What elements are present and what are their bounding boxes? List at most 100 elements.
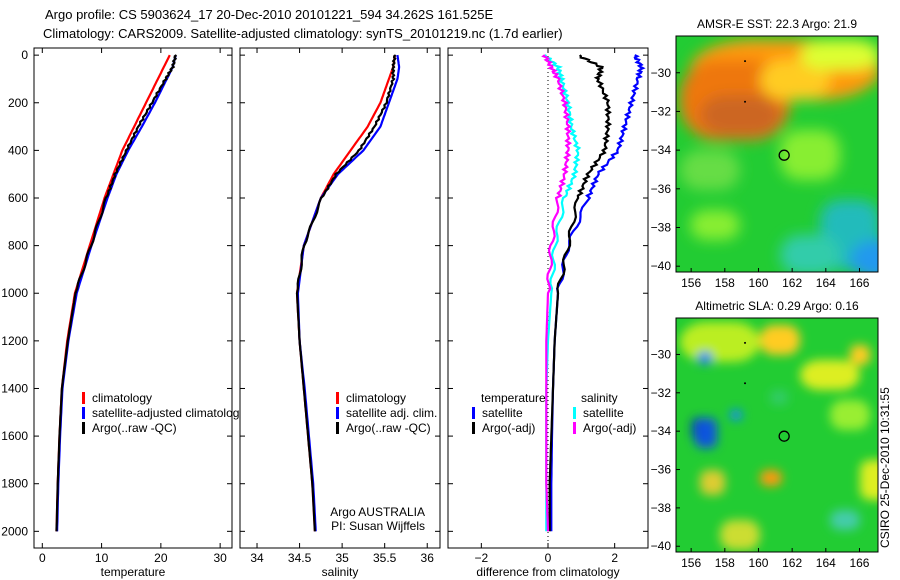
map-title: Altimetric SLA: 0.29 Argo: 0.16	[695, 299, 859, 313]
x-tick-label: 35	[335, 551, 349, 565]
legend-label: climatology	[92, 391, 152, 405]
heatmap-patch	[680, 322, 760, 362]
y-tick-label: 600	[8, 191, 28, 205]
legend-swatch	[573, 407, 576, 419]
y-tick-label: 1000	[1, 286, 28, 300]
x-tick-label: −2	[474, 551, 488, 565]
x-tick-label: 34	[250, 551, 264, 565]
map-frame	[675, 35, 879, 273]
x-tick-label: 30	[213, 551, 227, 565]
x-tick-label: 164	[816, 556, 836, 570]
legend-swatch	[472, 407, 475, 419]
x-axis-label: salinity	[322, 565, 359, 579]
heatmap-patch	[830, 510, 860, 530]
y-tick-label: −34	[651, 424, 672, 438]
legend-swatch	[336, 392, 339, 404]
heatmap-blobs	[680, 322, 878, 550]
y-tick-label: 1400	[1, 381, 28, 395]
y-tick-label: 1600	[1, 429, 28, 443]
x-tick-label: 36	[421, 551, 435, 565]
sst-map: AMSR-E SST: 22.3 Argo: 21.9 156 158 160 162 1…	[651, 17, 879, 290]
heatmap-patch	[700, 95, 780, 135]
x-tick-label: 160	[748, 276, 768, 290]
y-tick-label: −34	[651, 143, 672, 157]
y-tick-label: −32	[651, 104, 672, 118]
y-tick-label: −36	[651, 463, 672, 477]
y-tick-label: −32	[651, 386, 672, 400]
legend-label: Argo(-adj)	[482, 421, 535, 435]
y-tick-label: −40	[651, 259, 672, 273]
heatmap-patch	[800, 40, 878, 70]
y-tick-label: 800	[8, 239, 28, 253]
panel-annotation: Argo AUSTRALIA	[330, 505, 425, 519]
legend-header-salinity: salinity	[581, 391, 618, 405]
figure-title-line2: Climatology: CARS2009. Satellite-adjuste…	[43, 26, 563, 41]
heatmap-patch	[680, 150, 740, 190]
y-tick-label: 0	[21, 48, 28, 62]
series-line-argo---raw--qc-	[295, 54, 397, 532]
y-tick-label: 2000	[1, 524, 28, 538]
heatmap-patch	[720, 520, 760, 550]
map-frame	[675, 317, 879, 553]
x-tick-label: 0	[39, 551, 46, 565]
x-tick-label: 34.5	[288, 551, 312, 565]
heatmap-patch	[770, 390, 788, 405]
heatmap-patch	[700, 470, 725, 495]
heatmap-blobs	[680, 40, 878, 272]
track-dot	[744, 60, 747, 63]
sla-map: Altimetric SLA: 0.29 Argo: 0.16 156 158 160…	[651, 299, 879, 570]
x-tick-label: 162	[782, 556, 802, 570]
y-tick-label: 400	[8, 143, 28, 157]
legend-swatch	[82, 422, 85, 434]
legend-label: satellite-adjusted climatology	[92, 406, 245, 420]
legend-label: Argo(..raw -QC)	[346, 421, 431, 435]
legend-label: satellite adj. clim.	[346, 406, 437, 420]
y-tick-label: −38	[651, 221, 672, 235]
legend-label: Argo(-adj)	[583, 421, 636, 435]
x-axis-label: difference from climatology	[476, 565, 619, 579]
x-tick-label: 20	[154, 551, 168, 565]
panel-salinity: 34 34.5 35 35.5 36 salinity climatologysatelli…	[239, 47, 441, 579]
x-axis-label: temperature	[101, 565, 166, 579]
legend-label: satellite	[583, 406, 624, 420]
y-tick-label: 1800	[1, 477, 28, 491]
x-tick-label: 158	[715, 276, 735, 290]
legend-swatch	[336, 422, 339, 434]
heatmap-patch	[850, 345, 870, 365]
panel-annotation: PI: Susan Wijffels	[331, 519, 425, 533]
heatmap-patch	[850, 240, 878, 272]
y-tick-label: 1200	[1, 334, 28, 348]
x-tick-label: 0	[545, 551, 552, 565]
legend-swatch	[472, 422, 475, 434]
x-tick-label: 166	[849, 276, 869, 290]
heatmap-patch	[780, 235, 840, 272]
heatmap-patch	[730, 410, 742, 420]
legend-label: Argo(..raw -QC)	[92, 421, 177, 435]
heatmap-patch	[860, 460, 878, 500]
heatmap-patch	[690, 210, 740, 240]
heatmap-patch	[695, 418, 717, 448]
panel-temperature: 0 10 20 30 0 200 400 600 800 1000 1200 1400 1600 1800…	[1, 47, 245, 579]
y-tick-label: −30	[651, 347, 672, 361]
legend-label: satellite	[482, 406, 523, 420]
x-tick-label: 158	[715, 556, 735, 570]
axes-frame	[33, 47, 233, 549]
legend-header-temperature: temperature	[481, 391, 546, 405]
axes-frame	[239, 47, 441, 549]
heatmap-patch	[800, 360, 860, 390]
y-tick-label: −40	[651, 539, 672, 553]
heatmap-field	[676, 36, 878, 272]
x-tick-label: 162	[782, 276, 802, 290]
x-tick-label: 166	[849, 556, 869, 570]
argo-position-marker	[778, 430, 790, 442]
track-dot	[744, 341, 747, 344]
x-tick-label: 10	[95, 551, 109, 565]
x-tick-label: 156	[681, 556, 701, 570]
heatmap-patch	[760, 470, 782, 486]
heatmap-patch	[698, 352, 712, 364]
legend-swatch	[573, 422, 576, 434]
map-title: AMSR-E SST: 22.3 Argo: 21.9	[697, 17, 857, 31]
